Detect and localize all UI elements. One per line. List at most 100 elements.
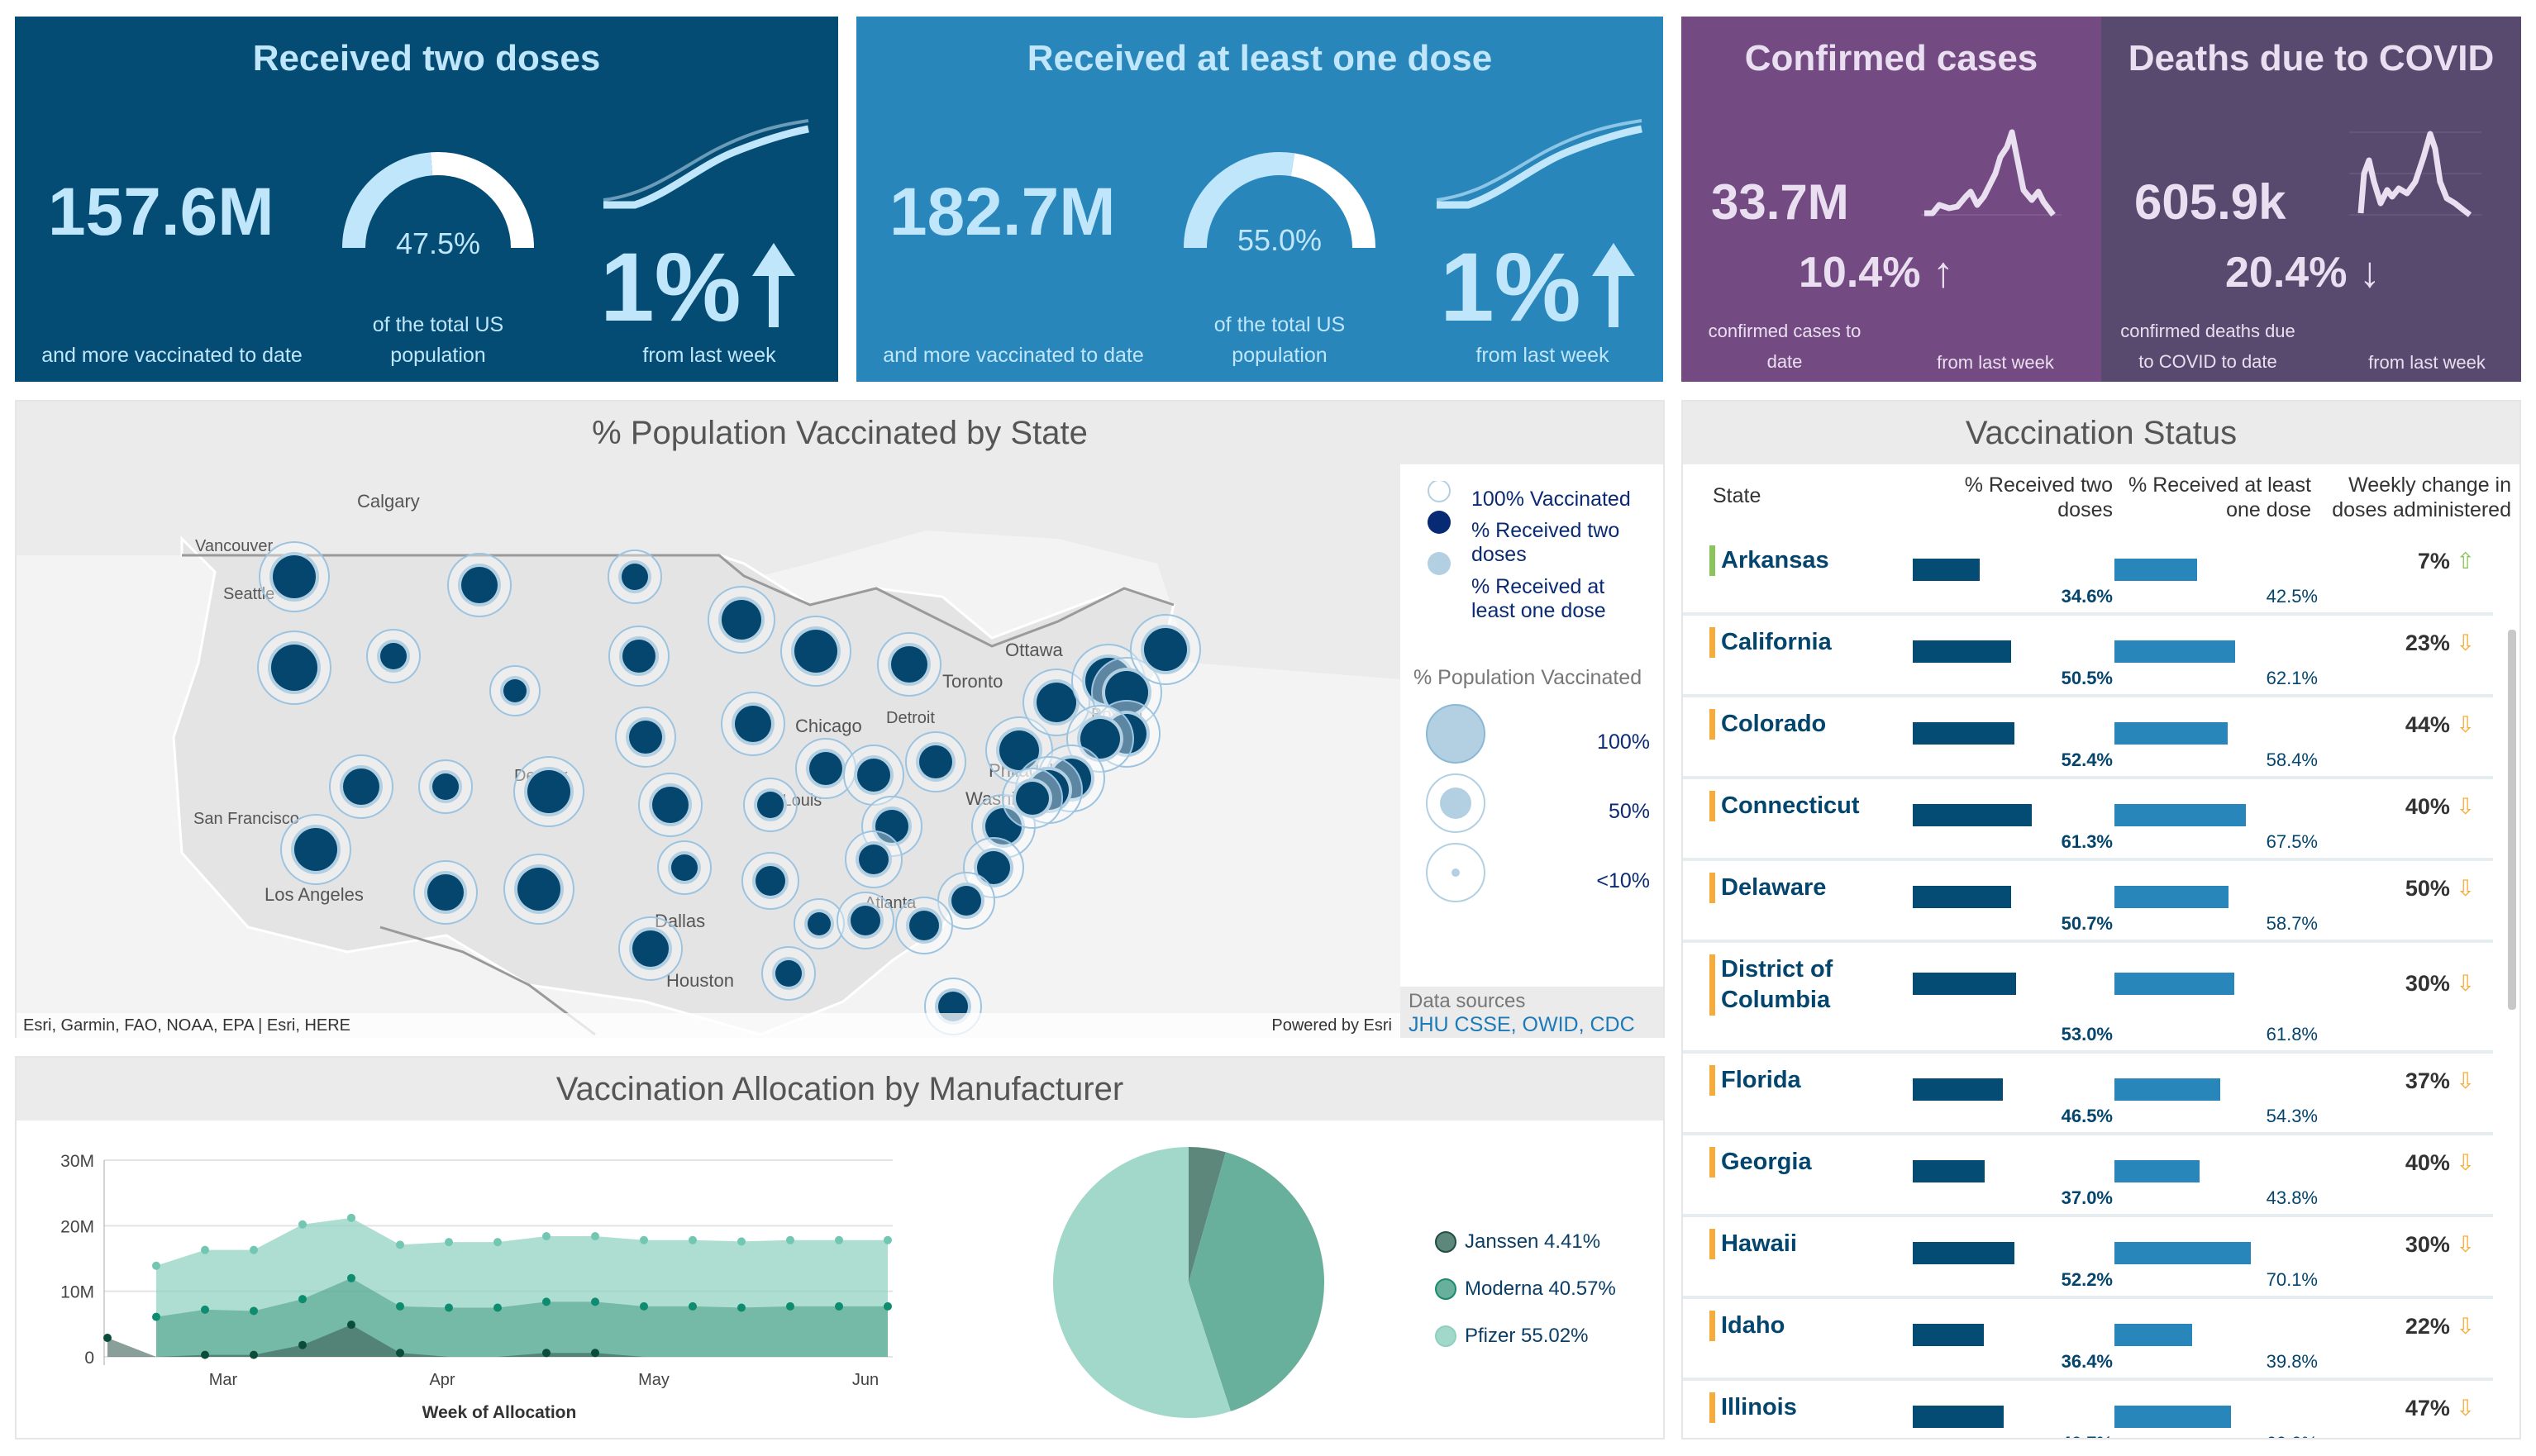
pie-legend-item[interactable]: Janssen 4.41% — [1435, 1218, 1616, 1265]
weekly-change: 37% ⇩ — [2405, 1068, 2475, 1093]
state-marker — [608, 550, 662, 604]
pie-slice-janssen — [1189, 1147, 1226, 1282]
one-dose-bar — [2114, 1406, 2231, 1428]
gauge-caption: of the total US population — [1213, 313, 1346, 367]
two-dose-bar — [1913, 1324, 1984, 1346]
kpi-value: 605.9k — [2134, 174, 2286, 230]
state-name: Delaware — [1709, 873, 1900, 903]
table-row[interactable]: Delaware 50.7% 58.7% 50% ⇩ — [1683, 861, 2493, 943]
table-row[interactable]: Florida 46.5% 54.3% 37% ⇩ — [1683, 1054, 2493, 1135]
table-row[interactable]: Hawaii 52.2% 70.1% 30% ⇩ — [1683, 1217, 2493, 1299]
state-marker — [741, 852, 799, 910]
data-point — [396, 1240, 404, 1249]
two-dose-value: 37.0% — [2061, 1187, 2113, 1208]
arrow-down-icon: ⇩ — [2456, 630, 2475, 655]
arrow-down-icon: ⇩ — [2456, 971, 2475, 996]
one-dose-bar — [2114, 886, 2229, 908]
kpi-two-doses: Received two doses 157.6M and more vacci… — [15, 17, 838, 382]
data-point — [640, 1301, 648, 1311]
data-point — [640, 1235, 648, 1244]
state-marker — [877, 632, 941, 697]
state-marker — [503, 854, 574, 925]
city-label: Calgary — [357, 491, 420, 512]
state-name: Colorado — [1709, 709, 1900, 740]
one-dose-value: 54.3% — [2266, 1106, 2318, 1126]
table-row[interactable]: Connecticut 61.3% 67.5% 40% ⇩ — [1683, 779, 2493, 861]
weekly-change: 47% ⇩ — [2405, 1396, 2475, 1420]
table-row[interactable]: District of Columbia 53.0% 61.8% 30% ⇩ — [1683, 943, 2493, 1054]
cases-sparkline — [1921, 129, 2062, 217]
y-tick-label: 20M — [60, 1217, 94, 1236]
two-dose-bar — [1913, 973, 2016, 995]
table-scrollbar[interactable] — [2508, 630, 2516, 1010]
two-dose-value: 52.2% — [2061, 1269, 2113, 1290]
state-marker — [895, 897, 953, 954]
y-tick-label: 10M — [60, 1283, 94, 1302]
state-name: Connecticut — [1709, 791, 1900, 821]
area-chart: 0 10M 20M 30M Mar Apr May Jun Week of Allocation — [60, 1152, 893, 1422]
legend-label: % Received at least one dose — [1471, 575, 1606, 622]
two-dose-bar — [1913, 886, 2012, 908]
two-dose-bar — [1913, 640, 2011, 663]
state-marker — [280, 814, 351, 885]
city-label: Ottawa — [1005, 640, 1063, 660]
kpi-change: 20.4% ↓ — [2225, 249, 2381, 297]
map-attribution: Esri, Garmin, FAO, NOAA, EPA | Esri, HER… — [17, 1013, 1400, 1038]
state-marker — [513, 756, 584, 827]
state-marker — [638, 773, 703, 837]
data-point — [542, 1349, 551, 1358]
legend-swatch-icon — [1435, 1230, 1456, 1253]
legend-label: Moderna 40.57% — [1465, 1277, 1616, 1300]
legend-label: % Received two doses — [1471, 519, 1620, 566]
data-point — [201, 1305, 209, 1314]
two-dose-value: 50.7% — [2061, 913, 2113, 934]
pie-legend-item[interactable]: Pfizer 55.02% — [1435, 1312, 1616, 1359]
col-header-weekly-change[interactable]: Weekly change in doses administered — [2332, 473, 2511, 521]
kpi-change-caption: from last week — [2368, 352, 2486, 373]
x-tick-label: Mar — [209, 1371, 238, 1389]
table-row[interactable]: Idaho 36.4% 39.8% 22% ⇩ — [1683, 1299, 2493, 1381]
kpi-value: 157.6M — [48, 174, 274, 250]
col-header-state[interactable]: State — [1713, 484, 1761, 507]
data-point — [298, 1295, 307, 1304]
map-view[interactable]: Calgary Vancouver Seattle Ottawa Toronto… — [17, 464, 1400, 1038]
data-point — [835, 1301, 843, 1311]
pie-legend-item[interactable]: Moderna 40.57% — [1435, 1265, 1616, 1312]
arrow-down-icon: ⇩ — [2456, 1232, 2475, 1257]
kpi-deaths: Deaths due to COVID 605.9k confirmed dea… — [2101, 17, 2521, 382]
kpi-value-caption: and more vaccinated to date — [883, 344, 1144, 367]
state-marker — [1002, 768, 1063, 829]
one-dose-value: 58.7% — [2266, 913, 2318, 934]
two-dose-bar — [1913, 1406, 2004, 1428]
data-point — [493, 1238, 502, 1247]
table-row[interactable]: Illinois 46.7% 60.0% 47% ⇩ — [1683, 1381, 2493, 1438]
data-point — [835, 1235, 843, 1244]
weekly-change: 50% ⇩ — [2405, 876, 2475, 901]
table-row[interactable]: Georgia 37.0% 43.8% 40% ⇩ — [1683, 1135, 2493, 1217]
powered-by-link[interactable]: Powered by Esri — [1271, 1016, 1392, 1035]
col-header-one-dose[interactable]: % Received at least one dose — [2128, 473, 2311, 521]
table-row[interactable]: Colorado 52.4% 58.4% 44% ⇩ — [1683, 697, 2493, 779]
sources-label: Data sources — [1409, 990, 1526, 1012]
one-dose-bar — [2114, 722, 2229, 745]
state-marker — [366, 629, 421, 683]
one-dose-bar — [2114, 804, 2246, 826]
data-point — [737, 1303, 746, 1312]
table-row[interactable]: Arkansas 34.6% 42.5% 7% ⇧ — [1683, 534, 2493, 616]
table-row[interactable]: California 50.5% 62.1% 23% ⇩ — [1683, 616, 2493, 697]
state-marker — [837, 892, 894, 949]
one-dose-bar — [2114, 1242, 2251, 1264]
data-point — [737, 1237, 746, 1246]
two-dose-value: 34.6% — [2061, 586, 2113, 607]
kpi-change-caption: from last week — [642, 344, 776, 367]
trend-sparkline — [1436, 119, 1642, 209]
sources-link[interactable]: JHU CSSE, OWID, CDC — [1409, 1013, 1635, 1036]
city-label: Vancouver — [195, 537, 274, 555]
legend-swatches — [1428, 481, 1451, 575]
state-marker — [843, 745, 904, 806]
col-header-two-doses[interactable]: % Received two doses — [1964, 473, 2113, 521]
x-tick-label: May — [638, 1371, 670, 1389]
weekly-change: 40% ⇩ — [2405, 1150, 2475, 1175]
kpi-title: Deaths due to COVID — [2128, 38, 2495, 79]
one-dose-bar — [2114, 1078, 2220, 1101]
